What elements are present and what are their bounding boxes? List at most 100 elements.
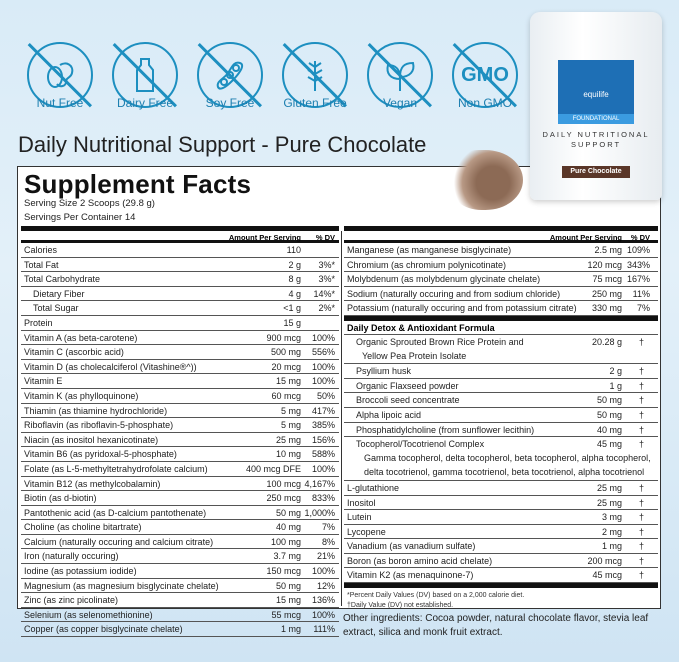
nutrient-row: Niacin (as inositol hexanicotinate) 25 mg… xyxy=(21,433,339,448)
supplement-facts-panel: Supplement Facts Serving Size 2 Scoops (… xyxy=(17,166,661,638)
nutrient-name: Molybdenum (as molybdenum glycinate chel… xyxy=(347,274,541,285)
product-jar-image: equilife FOUNDATIONAL DAILY NUTRITIONAL … xyxy=(530,12,662,200)
nutrient-name: Potassium (naturally occuring and from p… xyxy=(347,303,577,314)
nutrient-amount: 25 mg xyxy=(275,434,301,445)
dv-header: % DV xyxy=(630,233,650,242)
nutrient-dv: † xyxy=(638,366,644,377)
nutrient-row: Riboflavin (as riboflavin-5-phosphate) 5 … xyxy=(21,418,339,433)
nutrient-row: Total Fat 2 g 3%* xyxy=(21,258,339,273)
nutrient-row: Protein 15 g xyxy=(21,316,339,331)
nutrient-dv: 343% xyxy=(626,259,650,270)
nutrient-name: Vitamin K (as phylloquinone) xyxy=(24,390,139,401)
nutrient-amount: 40 mg xyxy=(596,424,622,435)
nutrient-amount: 15 mg xyxy=(275,595,301,606)
nutrient-amount: 45 mcg xyxy=(592,570,622,581)
nutrient-row: Total Carbohydrate 8 g 3%* xyxy=(21,272,339,287)
nutrient-name: Sodium (naturally occuring and from sodi… xyxy=(347,288,561,299)
nutrient-row: Vitamin E 15 mg 100% xyxy=(21,374,339,389)
nutrient-row: Inositol 25 mg † xyxy=(344,496,658,511)
nutrient-row: Molybdenum (as molybdenum glycinate chel… xyxy=(344,272,658,287)
nutrient-amount: 75 mcg xyxy=(592,274,622,285)
nutrient-name: Lycopene xyxy=(347,526,386,537)
facts-right-column: Amount Per Serving % DV Manganese (as mang… xyxy=(344,226,658,611)
facts-left-column: Amount Per Serving % DV Calories 110 Total F… xyxy=(21,226,339,638)
nutrient-name: Vitamin C (ascorbic acid) xyxy=(24,347,124,358)
nutrient-row: Organic Sprouted Brown Rice Protein and 2… xyxy=(344,335,658,365)
product-flavor: Pure Chocolate xyxy=(562,166,630,178)
nutrient-row: Thiamin (as thiamine hydrochloride) 5 mg 4… xyxy=(21,404,339,419)
nutrient-name: Organic Sprouted Brown Rice Protein and xyxy=(356,336,524,347)
nutrient-row: Iodine (as potassium iodide) 150 mcg 100% xyxy=(21,564,339,579)
nutrient-name: Broccoli seed concentrate xyxy=(356,395,460,406)
nutrient-name: Riboflavin (as riboflavin-5-phosphate) xyxy=(24,420,174,431)
nutrient-dv: 3%* xyxy=(318,259,335,270)
nutrient-amount: 8 g xyxy=(288,274,301,285)
nutrient-name: Lutein xyxy=(347,512,372,523)
nutrient-amount: 120 mcg xyxy=(587,259,622,270)
nutrient-dv: 11% xyxy=(632,288,650,299)
nutrient-name: Vitamin K2 (as menaquinone-7) xyxy=(347,570,474,581)
nutrient-name: Folate (as L-5-methyltetrahydrofolate ca… xyxy=(24,463,208,474)
nutrient-name: Chromium (as chromium polynicotinate) xyxy=(347,259,507,270)
nutrient-dv: 100% xyxy=(311,566,335,577)
nutrient-name: L-glutathione xyxy=(347,482,400,493)
amount-header: Amount Per Serving xyxy=(549,233,622,242)
nutrient-row: Manganese (as manganese bisglycinate) 2.5… xyxy=(344,243,658,258)
nutrient-amount: 150 mcg xyxy=(266,566,301,577)
badge-label: Dairy Free xyxy=(116,96,173,110)
column-header: Amount Per Serving % DV xyxy=(21,231,339,243)
dairy-free-icon xyxy=(112,42,178,108)
nutrient-dv: 100% xyxy=(311,376,335,387)
nutrient-dv: 7% xyxy=(636,303,650,314)
blend-title: Daily Detox & Antioxidant Formula xyxy=(344,321,658,335)
nutrient-row: Pantothenic acid (as D-calcium pantothen… xyxy=(21,506,339,521)
nutrient-dv: 385% xyxy=(311,420,335,431)
nutrient-dv: † xyxy=(638,409,644,420)
nutrient-dv: 167% xyxy=(626,274,650,285)
nutrient-row: Phosphatidylcholine (from sunflower leci… xyxy=(344,423,658,438)
badge-label: Vegan xyxy=(382,96,418,110)
nutrient-name: Boron (as boron amino acid chelate) xyxy=(347,555,493,566)
nutrient-amount: 15 mg xyxy=(275,376,301,387)
nutrient-name: Iron (naturally occuring) xyxy=(24,551,119,562)
nutrient-amount: 60 mcg xyxy=(271,390,301,401)
nutrient-name: Pantothenic acid (as D-calcium pantothen… xyxy=(24,507,207,518)
nutrient-row: Magnesium (as magnesium bisglycinate che… xyxy=(21,579,339,594)
non-gmo-icon: GMO xyxy=(452,42,518,108)
nutrient-row: Vitamin B12 (as methylcobalamin) 100 mcg 4… xyxy=(21,477,339,492)
column-header: Amount Per Serving % DV xyxy=(344,231,658,243)
thick-rule xyxy=(344,226,658,231)
nutrient-name: Vitamin B6 (as pyridoxal-5-phosphate) xyxy=(24,449,177,460)
nutrient-name: Protein xyxy=(24,317,53,328)
nutrient-row: Vitamin K2 (as menaquinone-7) 45 mcg † xyxy=(344,568,658,584)
badge-label: Nut Free xyxy=(36,96,84,110)
nutrient-name: Tocopherol/Tocotrienol Complex xyxy=(356,439,485,450)
nutrient-name: Dietary Fiber xyxy=(33,288,85,299)
nutrient-dv: † xyxy=(638,439,644,450)
nutrient-dv: 21% xyxy=(316,551,335,562)
nutrient-dv: 109% xyxy=(626,245,650,255)
nutrient-name: Calories xyxy=(24,245,58,255)
product-name: DAILY NUTRITIONAL SUPPORT xyxy=(542,130,650,149)
nutrient-amount: 200 mcg xyxy=(587,555,622,566)
nutrient-amount: 250 mg xyxy=(591,288,622,299)
brand-logo: equilife xyxy=(558,60,634,114)
nutrient-name: Phosphatidylcholine (from sunflower leci… xyxy=(356,424,535,435)
nutrient-dv: † xyxy=(638,497,644,508)
nutrient-amount: <1 g xyxy=(283,303,301,314)
nutrient-row: Sodium (naturally occuring and from sodi… xyxy=(344,287,658,302)
other-ingredients: Other ingredients: Cocoa powder, natural… xyxy=(343,613,649,638)
nutrient-amount: 55 mcg xyxy=(271,609,301,620)
powder-scoop-image xyxy=(448,150,523,210)
nutrient-dv: 100% xyxy=(311,463,335,474)
nutrient-amount: 25 mg xyxy=(596,497,622,508)
nutrient-name: Biotin (as d-biotin) xyxy=(24,493,97,504)
nutrient-amount: 10 mg xyxy=(275,449,301,460)
nutrient-name: Vitamin A (as beta-carotene) xyxy=(24,332,138,343)
nutrient-row: Iron (naturally occuring) 3.7 mg 21% xyxy=(21,549,339,565)
nutrient-dv: 2%* xyxy=(318,303,335,314)
nutrient-amount: 2 g xyxy=(288,259,301,270)
nutrient-dv: 100% xyxy=(311,609,335,620)
nutrient-dv: 50% xyxy=(316,390,335,401)
nutrient-amount: 50 mg xyxy=(275,507,301,518)
